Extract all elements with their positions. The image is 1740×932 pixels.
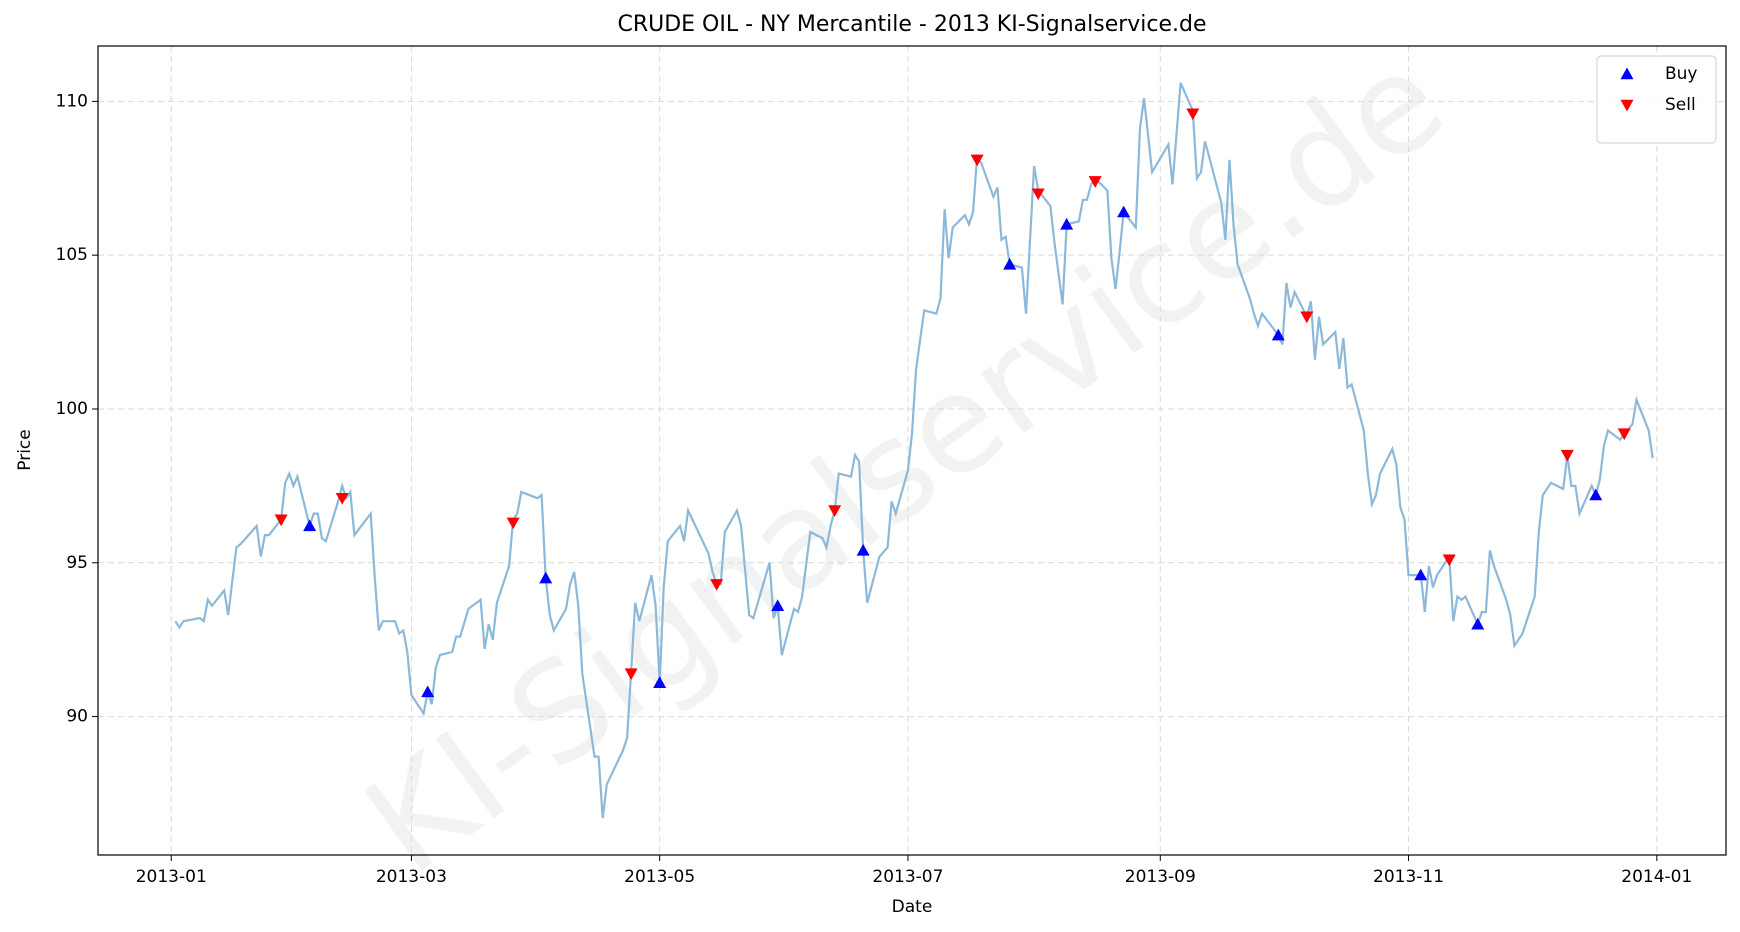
signal-marker xyxy=(1186,108,1200,121)
x-tick-label: 2013-01 xyxy=(136,867,207,887)
signal-marker xyxy=(1442,554,1456,567)
signal-marker xyxy=(1271,328,1285,341)
y-tick-label: 90 xyxy=(66,707,88,727)
y-tick-label: 110 xyxy=(56,91,88,111)
y-axis-label: Price xyxy=(15,429,35,470)
signal-marker xyxy=(1414,568,1428,581)
signal-marker xyxy=(506,517,520,530)
signal-marker xyxy=(1117,205,1131,218)
signal-marker xyxy=(856,543,870,556)
y-tick-label: 105 xyxy=(56,245,88,265)
legend-label: Sell xyxy=(1665,95,1696,115)
plot-frame xyxy=(97,45,1727,856)
signal-marker xyxy=(1060,217,1074,230)
signal-marker xyxy=(653,676,667,688)
price-line xyxy=(174,82,1654,819)
x-tick-label: 2013-03 xyxy=(376,867,447,887)
signal-marker xyxy=(274,514,288,527)
signal-marker xyxy=(303,519,317,532)
signal-marker xyxy=(1471,617,1485,630)
legend-marker xyxy=(1620,67,1634,80)
legend-box xyxy=(1596,55,1717,144)
y-tick-label: 95 xyxy=(66,553,88,573)
signal-marker xyxy=(335,492,349,505)
signal-marker xyxy=(1589,488,1603,501)
signal-marker xyxy=(710,579,724,591)
signal-marker xyxy=(1300,311,1314,324)
x-tick-label: 2013-09 xyxy=(1125,867,1196,887)
x-axis-label: Date xyxy=(892,897,933,917)
x-tick-label: 2013-05 xyxy=(624,867,695,887)
chart-title: CRUDE OIL - NY Mercantile - 2013 KI-Sign… xyxy=(617,12,1206,37)
signal-marker xyxy=(1003,257,1017,270)
signal-marker xyxy=(1088,176,1102,188)
signal-marker xyxy=(771,599,785,612)
legend-marker xyxy=(1620,99,1634,112)
legend-label: Buy xyxy=(1665,64,1698,84)
signal-marker xyxy=(539,571,553,584)
signal-marker xyxy=(828,505,842,517)
x-tick-label: 2014-01 xyxy=(1621,867,1692,887)
x-tick-label: 2013-07 xyxy=(872,867,943,887)
x-tick-label: 2013-11 xyxy=(1373,867,1444,887)
y-tick-label: 100 xyxy=(56,399,88,419)
signal-marker xyxy=(421,685,435,698)
signal-marker xyxy=(1617,428,1631,441)
signal-marker xyxy=(624,668,638,681)
signal-marker xyxy=(970,154,984,167)
signal-marker xyxy=(1031,188,1045,201)
signal-marker xyxy=(1560,449,1574,462)
